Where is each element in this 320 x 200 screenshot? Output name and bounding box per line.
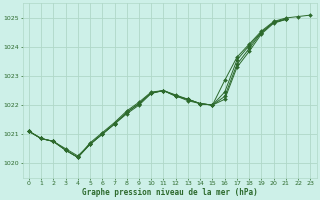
X-axis label: Graphe pression niveau de la mer (hPa): Graphe pression niveau de la mer (hPa) — [82, 188, 258, 197]
